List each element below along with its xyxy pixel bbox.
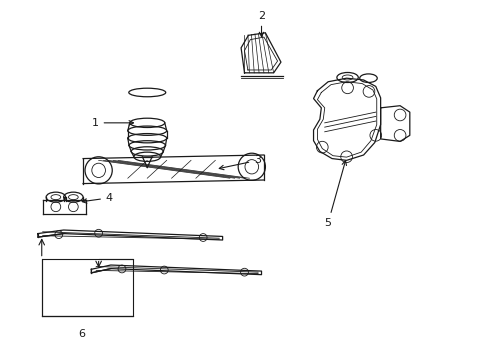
Text: 3: 3 — [219, 156, 261, 170]
Text: 1: 1 — [91, 118, 133, 128]
Text: 5: 5 — [324, 161, 346, 228]
Text: 6: 6 — [78, 329, 85, 339]
Text: 4: 4 — [82, 193, 113, 203]
Text: 2: 2 — [258, 11, 264, 37]
